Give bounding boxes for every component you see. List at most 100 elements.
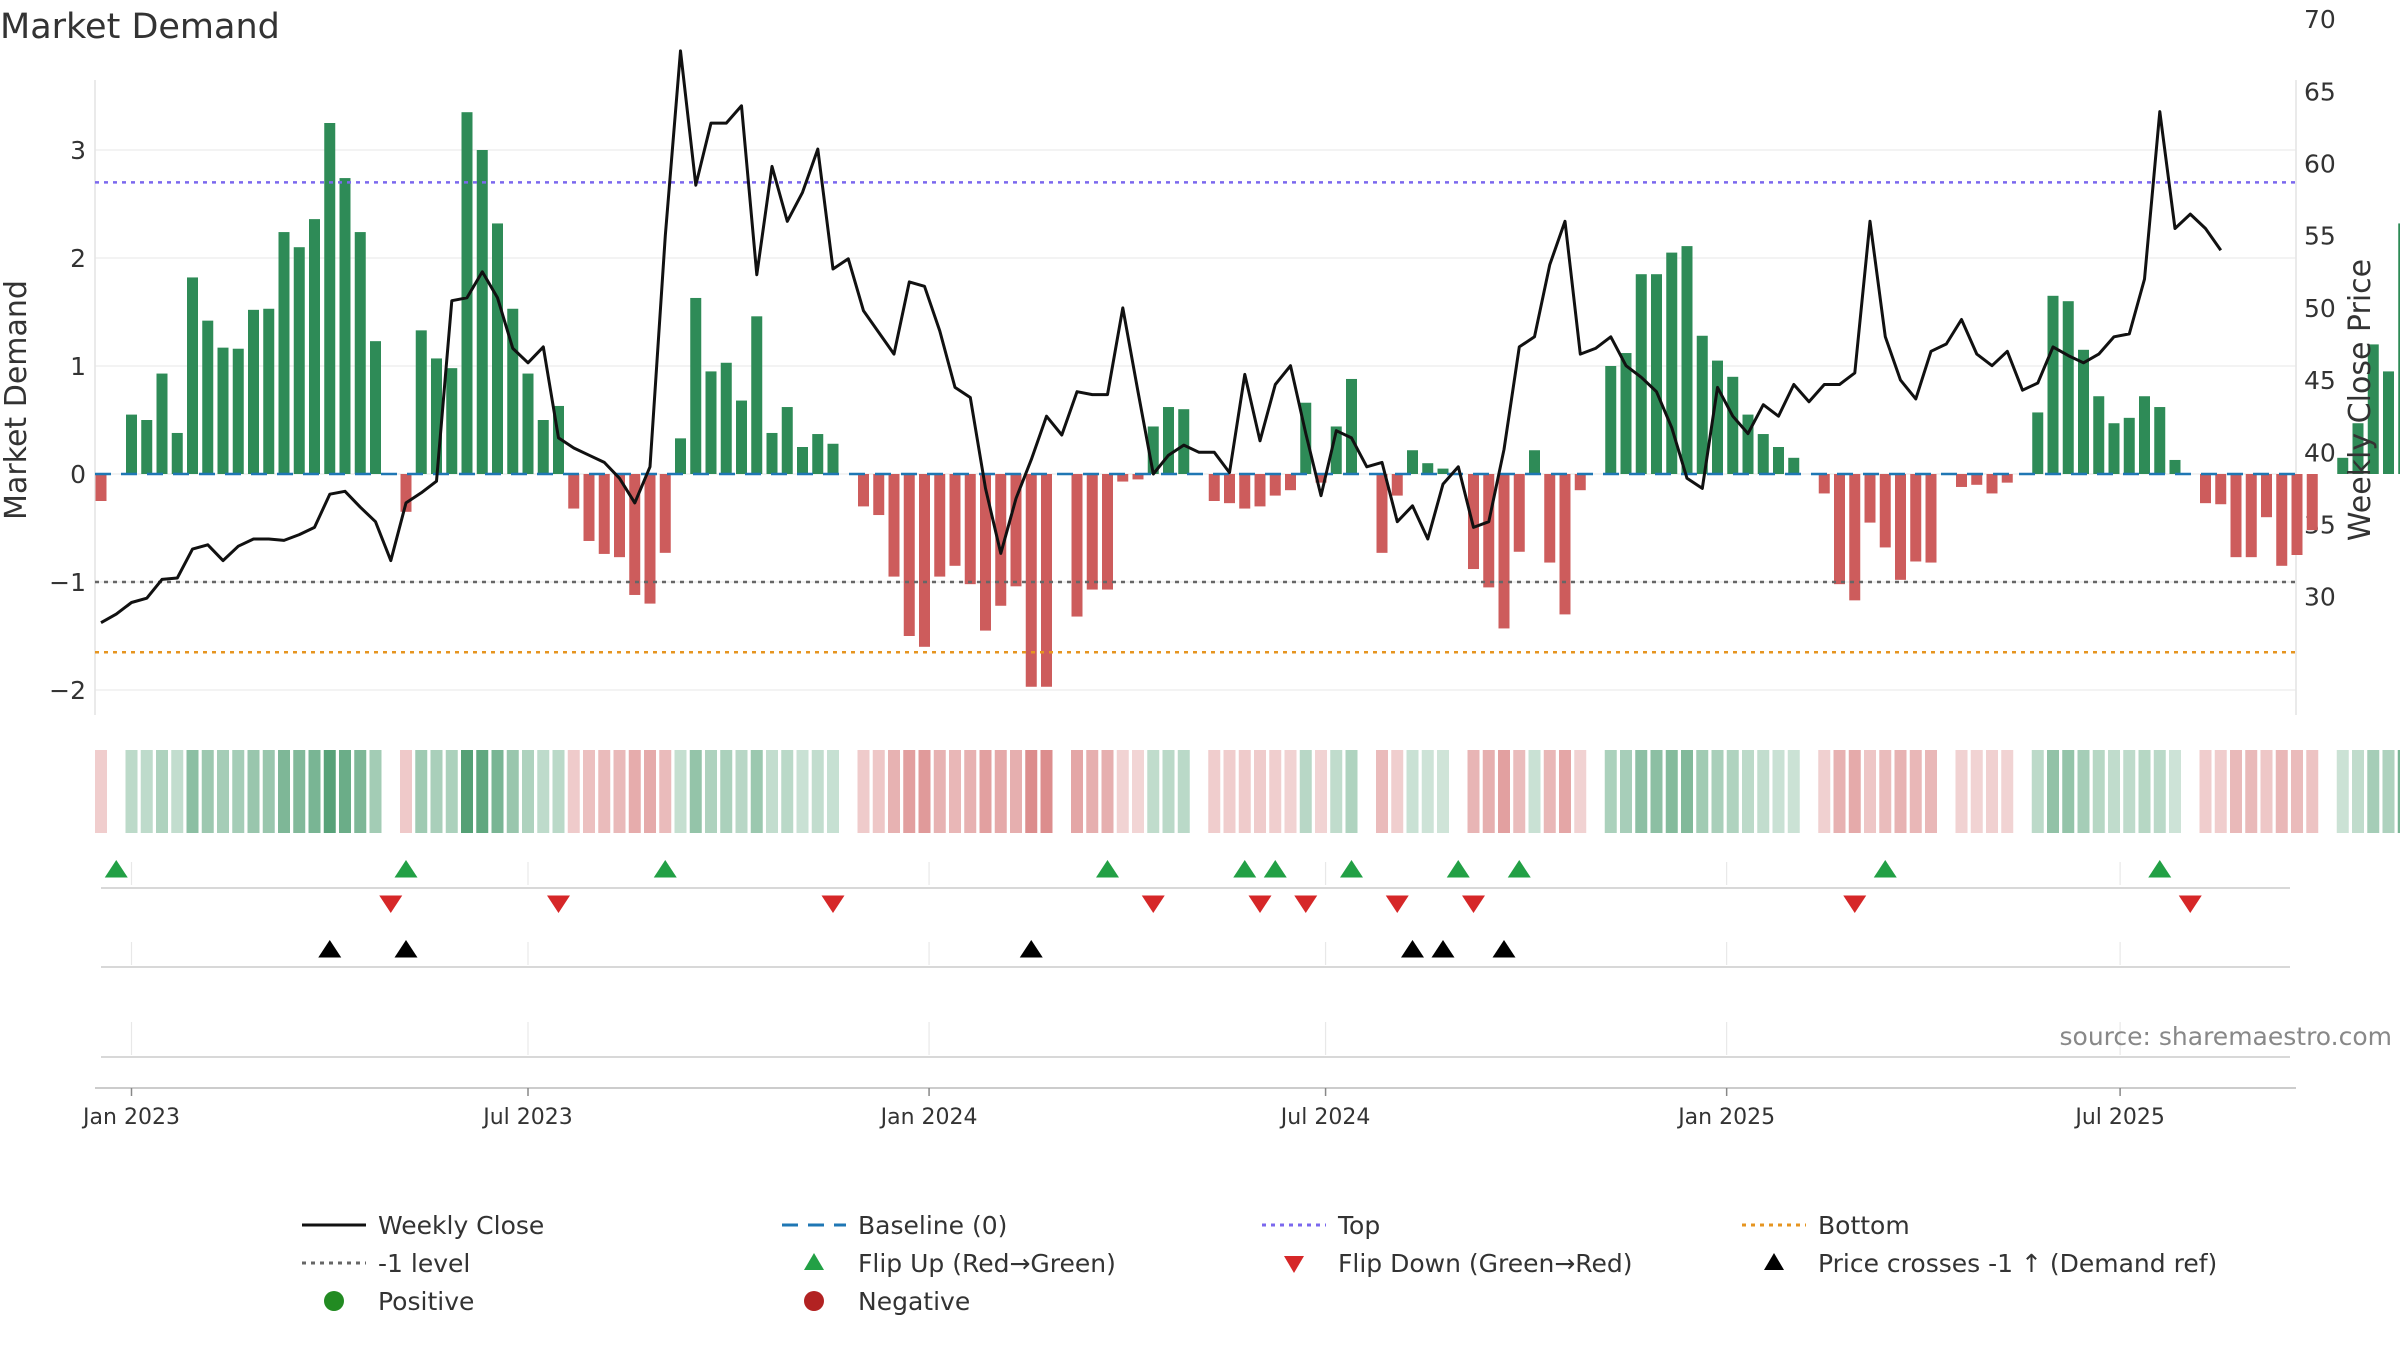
legend-bottom-symbol bbox=[1742, 1223, 1806, 1227]
price-cross-marker bbox=[1431, 940, 1455, 958]
demand-bar-positive bbox=[278, 232, 290, 474]
demand-bar-negative bbox=[1239, 474, 1251, 509]
heat-cell-positive bbox=[705, 750, 717, 833]
flip-up-marker bbox=[1340, 860, 1363, 878]
demand-bar-positive bbox=[751, 316, 763, 474]
demand-bar-positive bbox=[2078, 349, 2089, 474]
heat-cell-positive bbox=[476, 750, 489, 833]
heat-cell-positive bbox=[323, 750, 336, 833]
demand-bar-negative bbox=[1498, 474, 1510, 629]
demand-bar-positive bbox=[141, 420, 153, 474]
demand-bar-positive bbox=[2032, 412, 2044, 474]
flip-down-marker bbox=[1462, 895, 1485, 913]
heat-cell-positive bbox=[171, 750, 184, 833]
heat-cell-negative bbox=[994, 750, 1007, 833]
heat-cell-positive bbox=[2108, 750, 2120, 833]
demand-bar-positive bbox=[1742, 414, 1754, 474]
heat-cell-positive bbox=[445, 750, 458, 833]
demand-bar-negative bbox=[903, 474, 915, 636]
demand-bar-positive bbox=[187, 277, 198, 474]
heat-cell-negative bbox=[1986, 750, 1998, 833]
demand-bar-negative bbox=[1483, 474, 1495, 588]
demand-bar-negative bbox=[1391, 474, 1403, 496]
heat-cell-positive bbox=[232, 750, 245, 833]
right-tick-label: 65 bbox=[2304, 77, 2336, 106]
demand-bar-negative bbox=[919, 474, 930, 647]
demand-bar-negative bbox=[1041, 474, 1052, 687]
heat-cell-positive bbox=[1162, 750, 1175, 833]
demand-bar-positive bbox=[1529, 450, 1540, 474]
heat-cell-positive bbox=[293, 750, 306, 833]
demand-bar-negative bbox=[629, 474, 641, 595]
heat-cell-negative bbox=[933, 750, 946, 833]
demand-bar-positive bbox=[2093, 396, 2105, 474]
x-tick-label: Jul 2024 bbox=[1279, 1105, 1371, 1130]
heat-cell-positive bbox=[491, 750, 504, 833]
demand-bar-negative bbox=[1254, 474, 1266, 507]
right-tick-label: 50 bbox=[2304, 294, 2336, 323]
demand-bar-negative bbox=[1025, 474, 1037, 687]
demand-bar-positive bbox=[766, 432, 778, 474]
heat-cell-positive bbox=[339, 750, 351, 833]
demand-bar-positive bbox=[1727, 376, 1739, 474]
heat-cell-positive bbox=[1421, 750, 1434, 833]
demand-bar-negative bbox=[2200, 474, 2211, 504]
demand-bar-positive bbox=[354, 232, 366, 474]
heat-cell-positive bbox=[278, 750, 290, 833]
legend-bottom: Bottom bbox=[1740, 1208, 1910, 1242]
legend-flip-up: Flip Up (Red→Green) bbox=[780, 1246, 1116, 1280]
flip-up-marker bbox=[1507, 860, 1531, 878]
demand-bar-positive bbox=[1422, 463, 1434, 474]
legend-weekly-close-label: Weekly Close bbox=[378, 1210, 545, 1240]
demand-bar-positive bbox=[1635, 274, 1647, 474]
demand-bar-negative bbox=[1071, 474, 1083, 617]
legend-positive-label: Positive bbox=[378, 1286, 475, 1316]
demand-bar-positive bbox=[1437, 468, 1449, 474]
flip-up-marker bbox=[653, 860, 677, 878]
demand-bar-positive bbox=[736, 400, 747, 474]
legend-baseline-symbol bbox=[782, 1223, 846, 1227]
heat-cell-positive bbox=[415, 750, 428, 833]
demand-bar-positive bbox=[781, 407, 793, 474]
legend-baseline-label: Baseline (0) bbox=[858, 1210, 1008, 1240]
heat-cell-positive bbox=[1757, 750, 1770, 833]
demand-bar-positive bbox=[1696, 335, 1708, 474]
heat-cell-negative bbox=[1833, 750, 1846, 833]
heat-cell-negative bbox=[567, 750, 580, 833]
legend-top: Top bbox=[1260, 1208, 1380, 1242]
heat-cell-positive bbox=[354, 750, 367, 833]
heat-cell-negative bbox=[1574, 750, 1587, 833]
heat-cell-negative bbox=[1315, 750, 1327, 833]
demand-bar-positive bbox=[248, 309, 259, 474]
price-cross-marker bbox=[1019, 940, 1043, 958]
legend-price-cross-symbol bbox=[1764, 1253, 1784, 1270]
heat-cell-negative bbox=[1238, 750, 1251, 833]
heat-cell-negative bbox=[1208, 750, 1221, 833]
flip-down-marker bbox=[1141, 895, 1165, 913]
demand-bar-negative bbox=[888, 474, 900, 577]
demand-bar-positive bbox=[1330, 426, 1342, 474]
heat-cell-positive bbox=[217, 750, 229, 833]
demand-bar-positive bbox=[431, 358, 442, 474]
heat-cell-negative bbox=[1543, 750, 1556, 833]
demand-bar-positive bbox=[339, 178, 351, 474]
demand-bar-positive bbox=[2352, 423, 2364, 474]
x-axis: Jan 2023 Jul 2023 Jan 2024 Jul 2024 Jan 2025… bbox=[81, 1087, 2296, 1130]
price-cross-marker bbox=[1401, 940, 1424, 958]
demand-bar-positive bbox=[293, 247, 305, 474]
heat-cell-positive bbox=[674, 750, 687, 833]
heat-cell-positive bbox=[2352, 750, 2364, 833]
heat-cell-positive bbox=[2092, 750, 2105, 833]
heat-cell-negative bbox=[2214, 750, 2227, 833]
demand-bar-positive bbox=[1712, 360, 1723, 474]
heat-cell-positive bbox=[506, 750, 519, 833]
heat-cell-positive bbox=[1604, 750, 1617, 833]
demand-bar-negative bbox=[873, 474, 885, 516]
heat-cell-positive bbox=[522, 750, 534, 833]
demand-bar-positive bbox=[232, 348, 244, 474]
heat-cell-positive bbox=[1528, 750, 1541, 833]
demand-bar-negative bbox=[1376, 474, 1388, 553]
heat-cell-negative bbox=[400, 750, 412, 833]
demand-bar-positive bbox=[2108, 423, 2120, 474]
demand-bar-negative bbox=[2001, 474, 2013, 483]
